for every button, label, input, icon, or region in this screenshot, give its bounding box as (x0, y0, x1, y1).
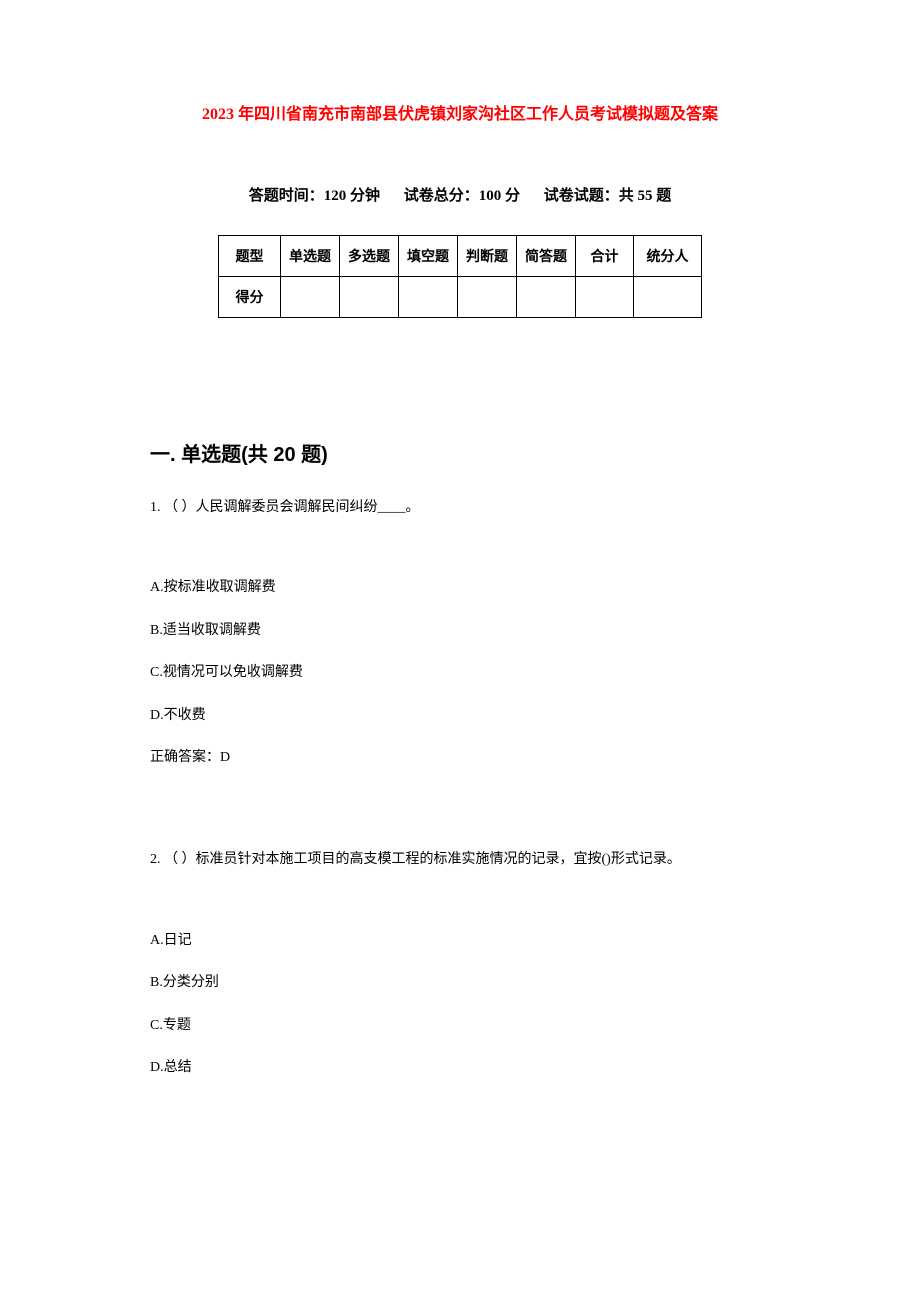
table-row-label: 得分 (219, 277, 281, 318)
question-count-info: 试卷试题：共 55 题 (544, 188, 672, 204)
table-empty-cell (281, 277, 340, 318)
table-header-cell: 统分人 (634, 236, 702, 277)
option-a: A.日记 (150, 930, 770, 952)
table-empty-cell (399, 277, 458, 318)
option-d: D.不收费 (150, 705, 770, 727)
table-header-cell: 合计 (576, 236, 634, 277)
table-empty-cell (517, 277, 576, 318)
document-title: 2023 年四川省南充市南部县伏虎镇刘家沟社区工作人员考试模拟题及答案 (150, 100, 770, 124)
table-header-cell: 填空题 (399, 236, 458, 277)
question-number: 1. (150, 500, 161, 515)
question-prompt: （ ）标准员针对本施工项目的高支模工程的标准实施情况的记录，宜按()形式记录。 (164, 852, 681, 867)
option-c: C.专题 (150, 1015, 770, 1037)
option-a: A.按标准收取调解费 (150, 577, 770, 599)
table-header-cell: 判断题 (458, 236, 517, 277)
table-header-cell: 题型 (219, 236, 281, 277)
table-empty-cell (634, 277, 702, 318)
table-header-cell: 简答题 (517, 236, 576, 277)
option-c: C.视情况可以免收调解费 (150, 662, 770, 684)
option-b: B.分类分别 (150, 972, 770, 994)
question-2: 2. （ ）标准员针对本施工项目的高支模工程的标准实施情况的记录，宜按()形式记… (150, 849, 770, 871)
total-score-info: 试卷总分：100 分 (404, 188, 520, 204)
score-table: 题型 单选题 多选题 填空题 判断题 简答题 合计 统分人 得分 (218, 235, 702, 318)
question-prompt: （ ）人民调解委员会调解民间纠纷____。 (164, 500, 420, 515)
correct-answer: 正确答案：D (150, 747, 770, 769)
table-header-row: 题型 单选题 多选题 填空题 判断题 简答题 合计 统分人 (219, 236, 702, 277)
time-info: 答题时间：120 分钟 (249, 188, 380, 204)
table-header-cell: 单选题 (281, 236, 340, 277)
question-number: 2. (150, 852, 161, 867)
section-heading: 一. 单选题(共 20 题) (150, 438, 770, 467)
option-b: B.适当收取调解费 (150, 620, 770, 642)
option-d: D.总结 (150, 1057, 770, 1079)
table-empty-cell (576, 277, 634, 318)
question-1: 1. （ ）人民调解委员会调解民间纠纷____。 (150, 497, 770, 519)
document-subtitle: 答题时间：120 分钟 试卷总分：100 分 试卷试题：共 55 题 (150, 184, 770, 205)
table-score-row: 得分 (219, 277, 702, 318)
table-empty-cell (340, 277, 399, 318)
table-header-cell: 多选题 (340, 236, 399, 277)
table-empty-cell (458, 277, 517, 318)
